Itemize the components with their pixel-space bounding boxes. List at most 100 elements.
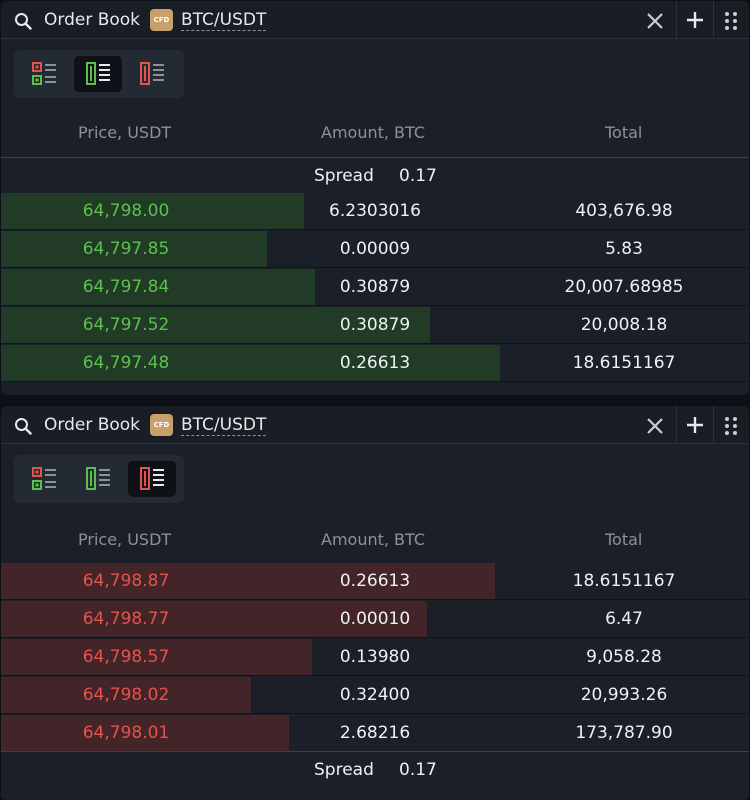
spread-row: Spread 0.17 xyxy=(1,157,749,193)
row-divider xyxy=(1,381,749,382)
order-row-bid[interactable]: 64,797.85 0.00009 5.83 xyxy=(1,231,749,268)
cell-price: 64,798.77 xyxy=(82,609,170,629)
panel-title: Order Book xyxy=(44,415,141,435)
cfd-badge: CFD xyxy=(150,9,173,31)
plus-icon[interactable] xyxy=(684,414,706,436)
cell-total: 20,993.26 xyxy=(580,685,668,705)
orderbook-both-icon xyxy=(32,467,56,490)
cell-price: 64,798.02 xyxy=(82,685,170,705)
order-book-panel-bids: Order Book CFD BTC/USDT xyxy=(1,1,749,395)
order-row-ask[interactable]: 64,798.87 0.26613 18.6151167 xyxy=(1,563,749,600)
mode-asks-button[interactable] xyxy=(128,56,176,92)
cell-amount: 0.26613 xyxy=(339,571,411,591)
search-icon[interactable] xyxy=(14,12,32,30)
order-book-panel-asks: Order Book CFD BTC/USDT xyxy=(1,406,749,800)
cell-total: 9,058.28 xyxy=(586,647,662,667)
orderbook-asks-icon xyxy=(140,62,164,85)
order-row-bid[interactable]: 64,797.52 0.30879 20,008.18 xyxy=(1,307,749,344)
row-divider xyxy=(1,267,749,268)
depth-bar xyxy=(1,193,304,229)
orderbook-both-icon xyxy=(32,62,56,85)
mode-both-button[interactable] xyxy=(20,461,68,497)
search-icon[interactable] xyxy=(14,417,32,435)
instrument-selector[interactable]: BTC/USDT xyxy=(181,415,267,436)
column-header-price: Price, USDT xyxy=(78,123,172,142)
order-row-bid[interactable]: 64,798.00 6.2303016 403,676.98 xyxy=(1,193,749,230)
order-row-ask[interactable]: 64,798.01 2.68216 173,787.90 xyxy=(1,715,749,752)
orderbook-bids-icon xyxy=(86,62,110,85)
cell-amount: 0.00010 xyxy=(339,609,411,629)
panel-titlebar: Order Book CFD BTC/USDT xyxy=(1,406,749,444)
divider xyxy=(713,1,714,39)
instrument-selector[interactable]: BTC/USDT xyxy=(181,10,267,31)
divider xyxy=(676,406,677,444)
spread-label: Spread xyxy=(314,760,374,780)
depth-bar xyxy=(1,677,251,713)
depth-bar xyxy=(1,307,430,343)
mode-bids-button[interactable] xyxy=(74,56,122,92)
panel-title: Order Book xyxy=(44,10,141,30)
depth-bar xyxy=(1,231,267,267)
cell-amount: 0.32400 xyxy=(339,685,411,705)
cell-total: 5.83 xyxy=(605,239,643,259)
spread-row: Spread 0.17 xyxy=(1,751,749,787)
divider xyxy=(713,406,714,444)
cell-total: 20,008.18 xyxy=(580,315,668,335)
order-row-ask[interactable]: 64,798.57 0.13980 9,058.28 xyxy=(1,639,749,676)
column-header-amount: Amount, BTC xyxy=(321,530,426,549)
order-row-bid[interactable]: 64,797.48 0.26613 18.6151167 xyxy=(1,345,749,382)
row-divider xyxy=(1,229,749,230)
depth-bar xyxy=(1,601,428,637)
row-divider xyxy=(1,305,749,306)
orderbook-asks-icon xyxy=(140,467,164,490)
row-divider xyxy=(1,637,749,638)
cell-amount: 0.26613 xyxy=(339,353,411,373)
column-header-total: Total xyxy=(605,530,643,549)
cell-price: 64,798.00 xyxy=(82,201,170,221)
mode-both-button[interactable] xyxy=(20,56,68,92)
cell-amount: 0.13980 xyxy=(339,647,411,667)
column-header-total: Total xyxy=(605,123,643,142)
view-mode-switcher xyxy=(14,455,184,503)
cell-total: 6.47 xyxy=(605,609,643,629)
cell-price: 64,798.57 xyxy=(82,647,170,667)
row-divider xyxy=(1,713,749,714)
cell-price: 64,798.01 xyxy=(82,723,170,743)
depth-bar xyxy=(1,639,313,675)
spread-label: Spread xyxy=(314,166,374,186)
view-mode-switcher xyxy=(14,50,184,98)
close-icon[interactable] xyxy=(644,415,666,437)
mode-asks-button[interactable] xyxy=(128,461,176,497)
order-row-ask[interactable]: 64,798.77 0.00010 6.47 xyxy=(1,601,749,638)
cell-amount: 0.30879 xyxy=(339,315,411,335)
order-row-bid[interactable]: 64,797.84 0.30879 20,007.68985 xyxy=(1,269,749,306)
cell-price: 64,797.48 xyxy=(82,353,170,373)
panel-titlebar: Order Book CFD BTC/USDT xyxy=(1,1,749,39)
divider xyxy=(676,1,677,39)
cell-total: 18.6151167 xyxy=(572,353,676,373)
cell-price: 64,798.87 xyxy=(82,571,170,591)
column-header-amount: Amount, BTC xyxy=(321,123,426,142)
depth-bar xyxy=(1,345,500,381)
row-divider xyxy=(1,675,749,676)
cell-amount: 2.68216 xyxy=(339,723,411,743)
cfd-badge: CFD xyxy=(150,414,173,436)
cell-amount: 0.00009 xyxy=(339,239,411,259)
cell-total: 173,787.90 xyxy=(575,723,673,743)
close-icon[interactable] xyxy=(644,10,666,32)
plus-icon[interactable] xyxy=(684,9,706,31)
cell-price: 64,797.85 xyxy=(82,239,170,259)
drag-dots-icon[interactable] xyxy=(721,415,741,437)
row-divider xyxy=(1,599,749,600)
depth-bar xyxy=(1,715,289,751)
orderbook-bids-icon xyxy=(86,467,110,490)
cell-amount: 0.30879 xyxy=(339,277,411,297)
cell-total: 20,007.68985 xyxy=(564,277,684,297)
mode-bids-button[interactable] xyxy=(74,461,122,497)
spread-value: 0.17 xyxy=(399,166,437,186)
drag-dots-icon[interactable] xyxy=(721,10,741,32)
order-row-ask[interactable]: 64,798.02 0.32400 20,993.26 xyxy=(1,677,749,714)
depth-bar xyxy=(1,269,316,305)
depth-bar xyxy=(1,563,496,599)
cell-amount: 6.2303016 xyxy=(329,201,421,221)
